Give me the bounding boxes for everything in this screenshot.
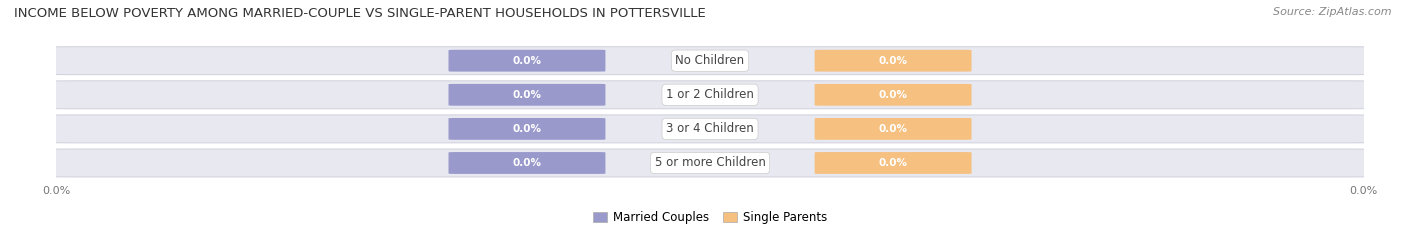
Legend: Married Couples, Single Parents: Married Couples, Single Parents (588, 206, 832, 229)
FancyBboxPatch shape (449, 118, 606, 140)
FancyBboxPatch shape (814, 50, 972, 72)
FancyBboxPatch shape (44, 115, 1376, 143)
FancyBboxPatch shape (44, 47, 1376, 75)
Text: 0.0%: 0.0% (512, 158, 541, 168)
FancyBboxPatch shape (449, 50, 606, 72)
Text: 0.0%: 0.0% (512, 56, 541, 66)
FancyBboxPatch shape (44, 81, 1376, 109)
FancyBboxPatch shape (814, 84, 972, 106)
Text: 0.0%: 0.0% (512, 124, 541, 134)
Text: 0.0%: 0.0% (879, 56, 908, 66)
Text: 5 or more Children: 5 or more Children (655, 157, 765, 169)
Text: No Children: No Children (675, 54, 745, 67)
Text: 0.0%: 0.0% (512, 90, 541, 100)
Text: 0.0%: 0.0% (879, 90, 908, 100)
FancyBboxPatch shape (44, 149, 1376, 177)
Text: 0.0%: 0.0% (879, 124, 908, 134)
FancyBboxPatch shape (814, 152, 972, 174)
FancyBboxPatch shape (814, 118, 972, 140)
Text: Source: ZipAtlas.com: Source: ZipAtlas.com (1274, 7, 1392, 17)
Text: 0.0%: 0.0% (879, 158, 908, 168)
Text: INCOME BELOW POVERTY AMONG MARRIED-COUPLE VS SINGLE-PARENT HOUSEHOLDS IN POTTERS: INCOME BELOW POVERTY AMONG MARRIED-COUPL… (14, 7, 706, 20)
Text: 3 or 4 Children: 3 or 4 Children (666, 122, 754, 135)
Text: 1 or 2 Children: 1 or 2 Children (666, 88, 754, 101)
FancyBboxPatch shape (449, 84, 606, 106)
FancyBboxPatch shape (449, 152, 606, 174)
